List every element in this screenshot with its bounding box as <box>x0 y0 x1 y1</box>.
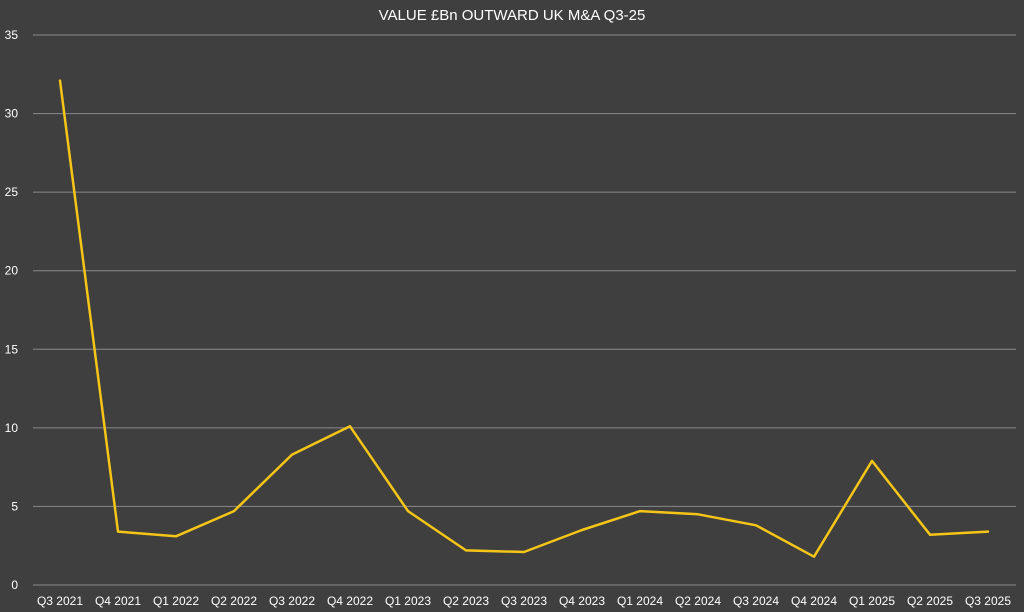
y-tick-label: 0 <box>11 578 18 592</box>
x-tick-label: Q3 2021 <box>37 594 83 608</box>
chart-title: VALUE £Bn OUTWARD UK M&A Q3-25 <box>379 7 646 24</box>
y-tick-label: 10 <box>5 421 19 435</box>
series-lines <box>58 79 990 558</box>
x-tick-label: Q3 2025 <box>965 594 1011 608</box>
x-tick-label: Q4 2021 <box>95 594 141 608</box>
y-tick-label: 30 <box>5 107 19 121</box>
x-axis-ticks: Q3 2021 Q4 2021 Q1 2022 Q2 2022 Q3 2022 Q4 20… <box>37 594 1011 608</box>
x-tick-label: Q4 2022 <box>327 594 373 608</box>
x-tick-label: Q3 2023 <box>501 594 547 608</box>
x-tick-label: Q3 2022 <box>269 594 315 608</box>
x-tick-label: Q1 2025 <box>849 594 895 608</box>
x-tick-label: Q4 2024 <box>791 594 837 608</box>
gridlines <box>33 34 1016 586</box>
y-tick-label: 25 <box>5 185 19 199</box>
x-tick-label: Q4 2023 <box>559 594 605 608</box>
y-tick-label: 20 <box>5 264 19 278</box>
y-tick-label: 15 <box>5 342 19 356</box>
x-tick-label: Q2 2024 <box>675 594 721 608</box>
y-tick-label: 35 <box>5 28 19 42</box>
x-tick-label: Q2 2022 <box>211 594 257 608</box>
x-tick-label: Q1 2024 <box>617 594 663 608</box>
y-tick-label: 5 <box>11 499 18 513</box>
x-tick-label: Q2 2023 <box>443 594 489 608</box>
x-tick-label: Q2 2025 <box>907 594 953 608</box>
x-tick-label: Q3 2024 <box>733 594 779 608</box>
x-tick-label: Q1 2023 <box>385 594 431 608</box>
y-axis-ticks: 0 5 10 15 20 25 30 35 <box>5 28 19 592</box>
x-tick-label: Q1 2022 <box>153 594 199 608</box>
series-line-0 <box>58 79 990 558</box>
